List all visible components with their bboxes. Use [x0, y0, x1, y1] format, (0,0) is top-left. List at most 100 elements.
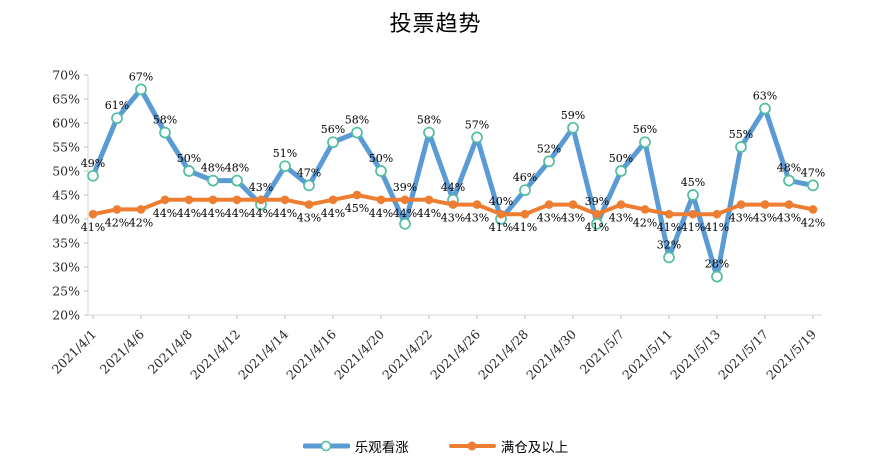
legend-swatch-full-position-icon: [448, 441, 496, 451]
x-tick-label: 2021/5/7: [577, 326, 627, 376]
data-point-marker: [207, 174, 219, 187]
data-point-marker: [87, 169, 99, 182]
chart-title: 投票趋势: [389, 12, 482, 37]
x-tick-label: 2021/5/19: [763, 326, 819, 382]
data-label: 50%: [369, 152, 393, 165]
data-point-marker: [783, 174, 795, 187]
y-tick-label: 40%: [52, 212, 80, 227]
data-label: 44%: [249, 207, 273, 220]
data-label: 50%: [609, 152, 633, 165]
data-label: 49%: [81, 157, 105, 170]
data-label: 48%: [777, 162, 801, 175]
data-point-marker: [760, 200, 770, 209]
data-label: 41%: [585, 221, 609, 234]
series-optimistic: [87, 83, 819, 283]
data-label: 43%: [249, 181, 273, 194]
x-tick-label: 2021/4/20: [331, 326, 387, 382]
data-label: 44%: [273, 207, 297, 220]
data-point-marker: [231, 174, 243, 187]
data-point-marker: [735, 141, 747, 153]
data-label: 55%: [729, 128, 753, 141]
data-label: 45%: [681, 176, 705, 189]
legend-marker: [467, 441, 477, 451]
x-tick-label: 2021/4/1: [49, 327, 99, 377]
data-label: 39%: [393, 181, 417, 194]
x-tick-label: 2021/4/22: [379, 327, 435, 383]
data-point-marker: [328, 195, 338, 205]
data-label: 44%: [417, 207, 441, 220]
data-label: 41%: [681, 221, 705, 234]
legend-label-optimistic: 乐观看涨: [354, 440, 409, 456]
data-point-marker: [711, 270, 723, 283]
legend-marker: [320, 440, 332, 452]
data-point-marker: [352, 190, 362, 200]
data-label: 45%: [345, 202, 369, 215]
x-tick-label: 2021/4/30: [523, 326, 579, 382]
data-label: 56%: [633, 123, 657, 136]
data-point-marker: [759, 102, 771, 115]
data-label: 56%: [321, 123, 345, 136]
data-label: 59%: [561, 109, 585, 122]
data-label: 58%: [417, 114, 441, 127]
data-point-marker: [135, 83, 147, 96]
data-label: 44%: [369, 207, 393, 220]
data-point-marker: [520, 209, 530, 219]
data-label: 67%: [129, 70, 153, 83]
data-label: 42%: [801, 216, 825, 229]
data-point-marker: [304, 200, 314, 209]
data-label: 43%: [753, 212, 777, 225]
data-point-marker: [639, 136, 651, 149]
y-tick-label: 45%: [52, 188, 80, 203]
data-label: 32%: [657, 238, 681, 251]
x-tick-label: 2021/5/11: [619, 327, 675, 383]
data-label: 43%: [537, 212, 561, 225]
data-label: 41%: [657, 221, 681, 234]
data-label: 39%: [585, 195, 609, 208]
data-label: 43%: [729, 212, 753, 225]
data-point-marker: [712, 209, 722, 219]
data-label: 47%: [801, 166, 825, 179]
x-tick-label: 2021/4/8: [145, 326, 195, 376]
x-tick-label: 2021/4/16: [283, 326, 339, 382]
data-point-marker: [543, 155, 555, 168]
x-tick-label: 2021/4/6: [97, 326, 147, 376]
data-label: 42%: [105, 216, 129, 229]
data-label: 44%: [201, 207, 225, 220]
data-point-marker: [736, 200, 746, 209]
data-label: 43%: [609, 212, 633, 225]
y-tick-label: 65%: [52, 92, 80, 107]
data-label: 51%: [273, 147, 297, 160]
data-point-marker: [256, 195, 266, 205]
legend-item-optimistic: 乐观看涨: [302, 436, 409, 456]
data-point-marker: [663, 251, 675, 264]
data-label: 41%: [81, 221, 105, 234]
data-label: 44%: [225, 207, 249, 220]
data-point-marker: [687, 189, 699, 201]
data-label: 47%: [297, 166, 321, 179]
data-label: 28%: [705, 258, 729, 271]
y-tick-label: 50%: [52, 164, 80, 179]
y-tick-label: 70%: [52, 68, 80, 83]
data-point-marker: [160, 195, 170, 205]
data-label: 48%: [225, 162, 249, 175]
data-label: 57%: [465, 118, 489, 131]
data-label: 46%: [513, 171, 537, 184]
data-point-marker: [664, 209, 674, 219]
legend-label-full-position: 满仓及以上: [500, 440, 569, 456]
data-point-marker: [159, 126, 171, 139]
data-label: 44%: [153, 207, 177, 220]
y-tick-label: 35%: [52, 236, 80, 251]
data-point-marker: [112, 205, 122, 214]
data-label: 43%: [441, 212, 465, 225]
data-point-marker: [519, 184, 531, 197]
legend-item-full-position: 满仓及以上: [448, 436, 569, 456]
data-label: 43%: [777, 212, 801, 225]
series-full-position: [88, 190, 818, 219]
y-tick-label: 20%: [52, 308, 80, 323]
data-point-marker: [208, 195, 218, 205]
data-label: 41%: [513, 221, 537, 234]
data-point-marker: [327, 136, 339, 149]
data-point-marker: [567, 121, 579, 134]
legend: 乐观看涨 满仓及以上: [0, 436, 871, 456]
